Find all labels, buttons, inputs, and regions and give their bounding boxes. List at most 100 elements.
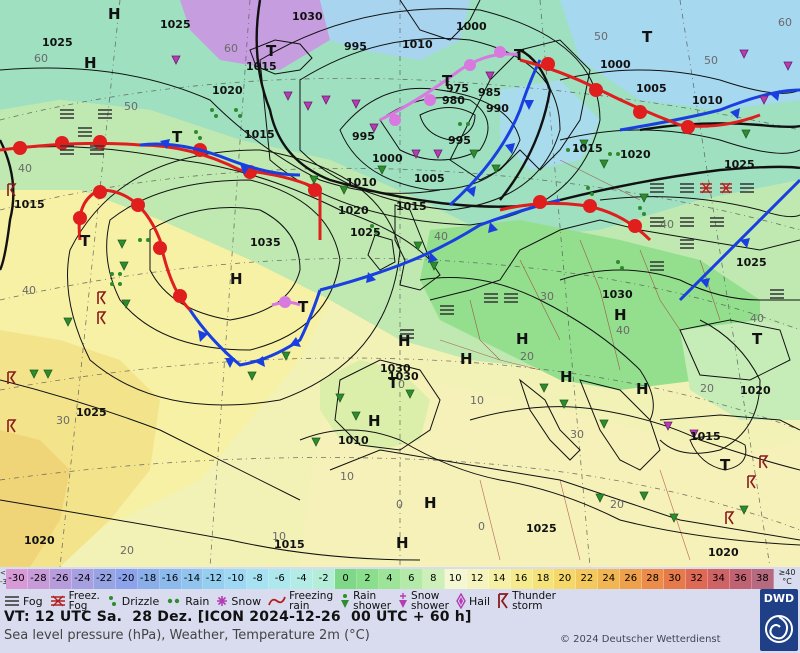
- warm-front-occluded-arc: [73, 185, 192, 312]
- pressure-center: T: [266, 42, 277, 60]
- temperature-scale-cell: -10: [225, 569, 248, 589]
- temperature-label: 0: [478, 520, 485, 533]
- temperature-band-north-east: [560, 0, 800, 110]
- fog-symbols: [60, 109, 784, 339]
- temperature-scale-cell: 38: [751, 569, 774, 589]
- temperature-band-arctic: [180, 0, 330, 70]
- legend-drizzle-label: Drizzle: [121, 594, 160, 608]
- occlusion-front: [271, 46, 521, 308]
- temperature-scale-cell: 28: [642, 569, 665, 589]
- temperature-scale-cell: -22: [93, 569, 116, 589]
- isobar-label: 1010: [692, 94, 723, 107]
- anatolia-coast: [659, 414, 800, 431]
- isobar-label: 1000: [372, 152, 403, 165]
- temperature-label: 50: [124, 100, 138, 113]
- legend-freezing-fog: Freez. Fog: [50, 590, 100, 612]
- balkans-coast: [579, 379, 661, 471]
- isobar-label: 985: [478, 86, 501, 99]
- drizzle-symbols: [194, 108, 646, 270]
- hail-icon: [456, 593, 466, 609]
- temperature-label: 30: [56, 414, 70, 427]
- isobar-label: 980: [442, 94, 465, 107]
- pressure-center: T: [642, 28, 653, 46]
- copyright: © 2024 Deutscher Wetterdienst: [560, 634, 721, 645]
- black-sea-coast: [679, 319, 791, 381]
- cold-front-east: [678, 178, 800, 302]
- temperature-scale-cell: 18: [532, 569, 555, 589]
- dwd-swirl-icon: [765, 615, 793, 643]
- legend-freezing-rain-label: Freezing rain: [289, 590, 334, 612]
- pressure-center: H: [396, 534, 409, 552]
- isobar-label: 1020: [24, 534, 55, 547]
- pressure-center: T: [80, 232, 91, 250]
- legend-fog-label: Fog: [23, 594, 43, 608]
- temperature-label: 20: [120, 544, 134, 557]
- cold-front-ireland: [139, 139, 301, 177]
- pressure-center: T: [172, 128, 183, 146]
- temperature-scale-cell: -16: [159, 569, 182, 589]
- temperature-band-iberia: [320, 360, 430, 450]
- pressure-center: T: [442, 72, 453, 90]
- pressure-center: H: [108, 5, 121, 23]
- temperature-label: 0: [396, 498, 403, 511]
- legend-hail-label: Hail: [468, 594, 491, 608]
- isobar-label: 1020: [338, 204, 369, 217]
- isobar-label: 1030: [388, 370, 419, 383]
- isobar-label: 1020: [708, 546, 739, 559]
- pressure-center: H: [84, 54, 97, 72]
- legend-snow-shower: Snow shower: [398, 590, 449, 612]
- legend-drizzle: Drizzle: [107, 590, 159, 612]
- warm-front-baltic: [499, 195, 652, 242]
- temperature-band-black-sea: [680, 320, 800, 420]
- dwd-logo-text: DWD: [763, 592, 795, 605]
- temperature-label: 40: [616, 324, 630, 337]
- pressure-center: T: [298, 298, 309, 316]
- pressure-center: T: [388, 374, 399, 392]
- temperature-label: 40: [660, 218, 674, 231]
- greenland-coast: [399, 0, 481, 41]
- temperature-label: 10: [272, 530, 286, 543]
- isobar-label: 1020: [620, 148, 651, 161]
- temperature-scale-cell: 20: [554, 569, 577, 589]
- legend-snow-shower-label: Snow shower: [411, 590, 449, 612]
- temperature-label: 40: [750, 312, 764, 325]
- valid-time: VT: 12 UTC Sa. 28 Dez. [ICON 2024-12-26 …: [4, 609, 472, 625]
- temperature-scale-cell: 0: [335, 569, 357, 589]
- pressure-center: H: [398, 332, 411, 350]
- isobar-label: 1020: [212, 84, 243, 97]
- temperature-scale-cell: -8: [247, 569, 270, 589]
- temperature-label: 50: [704, 54, 718, 67]
- isobar-label: 1010: [346, 176, 377, 189]
- rain-shower-symbols: [29, 129, 751, 523]
- isobar-label: 1015: [246, 60, 277, 73]
- isobar-label: 995: [344, 40, 367, 53]
- cold-front-atlantic: [188, 289, 322, 368]
- temperature-label: 30: [570, 428, 584, 441]
- isobar-label: 1015: [690, 430, 721, 443]
- pressure-center: H: [636, 380, 649, 398]
- rain-shower-icon: [341, 594, 350, 608]
- isobar-label: 975: [446, 82, 469, 95]
- cold-front-scandinavia: [448, 59, 542, 207]
- legend-hail: Hail: [456, 590, 490, 612]
- drizzle-icon: [108, 596, 116, 606]
- temperature-scale-cell: -24: [71, 569, 94, 589]
- isobar-label: 1025: [526, 522, 557, 535]
- temperature-scale-above-label: ≥40 °C: [778, 568, 796, 586]
- snow-shower-symbols: [171, 49, 793, 439]
- legend-rain-shower-label: Rain shower: [353, 590, 392, 612]
- pressure-center: H: [516, 330, 529, 348]
- freezing-fog-symbols: [700, 182, 732, 194]
- temperature-scale-cell: 16: [510, 569, 533, 589]
- temperature-band-subtropical: [0, 430, 70, 567]
- isobar-label: 1015: [274, 538, 305, 551]
- temperature-band-polar: [320, 0, 470, 60]
- isobar-label: 1015: [14, 198, 45, 211]
- temperature-band-central-europe: [420, 220, 760, 390]
- temperature-scale-cell: -26: [49, 569, 72, 589]
- isobar-label: 1025: [76, 406, 107, 419]
- legend-freezing-rain: Freezing rain: [268, 590, 333, 612]
- warm-front-north-east: [519, 57, 761, 134]
- warm-front-atlantic: [0, 135, 322, 240]
- dwd-logo: DWD: [760, 589, 798, 651]
